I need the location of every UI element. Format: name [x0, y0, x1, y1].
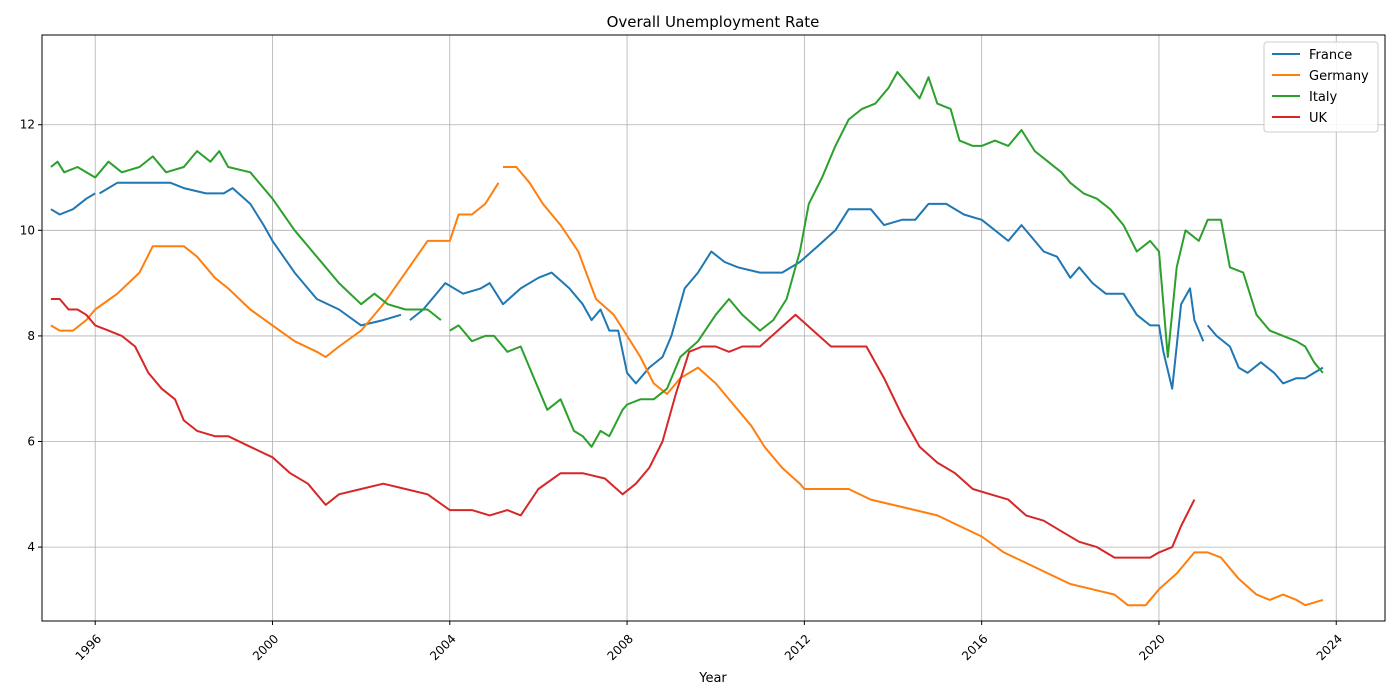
y-tick-label: 12: [20, 118, 35, 132]
grid-lines: [42, 35, 1385, 621]
legend-label: Germany: [1309, 69, 1369, 84]
axis-ticks: 1996 2000 2004 2008 2012 2016 2020 2024 4 6 8 10 12: [20, 118, 1345, 663]
legend-label: Italy: [1309, 90, 1338, 105]
x-tick-label: 2020: [1136, 632, 1167, 663]
series-line-france: [1206, 324, 1324, 385]
x-tick-label: 1996: [73, 632, 104, 663]
chart-title: Overall Unemployment Rate: [607, 13, 820, 31]
legend-label: France: [1309, 48, 1352, 63]
series-line-france: [99, 181, 402, 327]
legend-label: UK: [1309, 111, 1328, 126]
y-tick-label: 8: [27, 329, 35, 343]
series-germany: [50, 166, 1324, 607]
y-tick-label: 10: [20, 223, 35, 237]
y-tick-label: 4: [27, 540, 35, 554]
series-line-italy: [449, 71, 1324, 448]
series-italy: [50, 71, 1324, 448]
x-tick-label: 2004: [427, 632, 458, 663]
series-line-france: [409, 202, 1205, 390]
series-lines: [50, 71, 1324, 607]
plot-frame: [41, 34, 1386, 622]
legend-box: [1263, 41, 1379, 133]
legend: France Germany Italy UK: [1263, 41, 1379, 133]
x-tick-label: 2008: [605, 632, 636, 663]
series-line-uk: [50, 298, 1196, 559]
x-tick-label: 2012: [782, 632, 813, 663]
series-line-italy: [50, 150, 442, 321]
x-tick-label: 2016: [959, 632, 990, 663]
series-line-germany: [503, 166, 1324, 607]
series-uk: [50, 298, 1196, 559]
series-france: [50, 181, 1324, 390]
x-tick-label: 2024: [1314, 632, 1345, 663]
x-tick-label: 2000: [250, 632, 281, 663]
series-line-france: [50, 192, 96, 216]
series-line-germany: [50, 182, 500, 358]
y-tick-label: 6: [27, 435, 35, 449]
x-axis-title: Year: [698, 671, 727, 686]
